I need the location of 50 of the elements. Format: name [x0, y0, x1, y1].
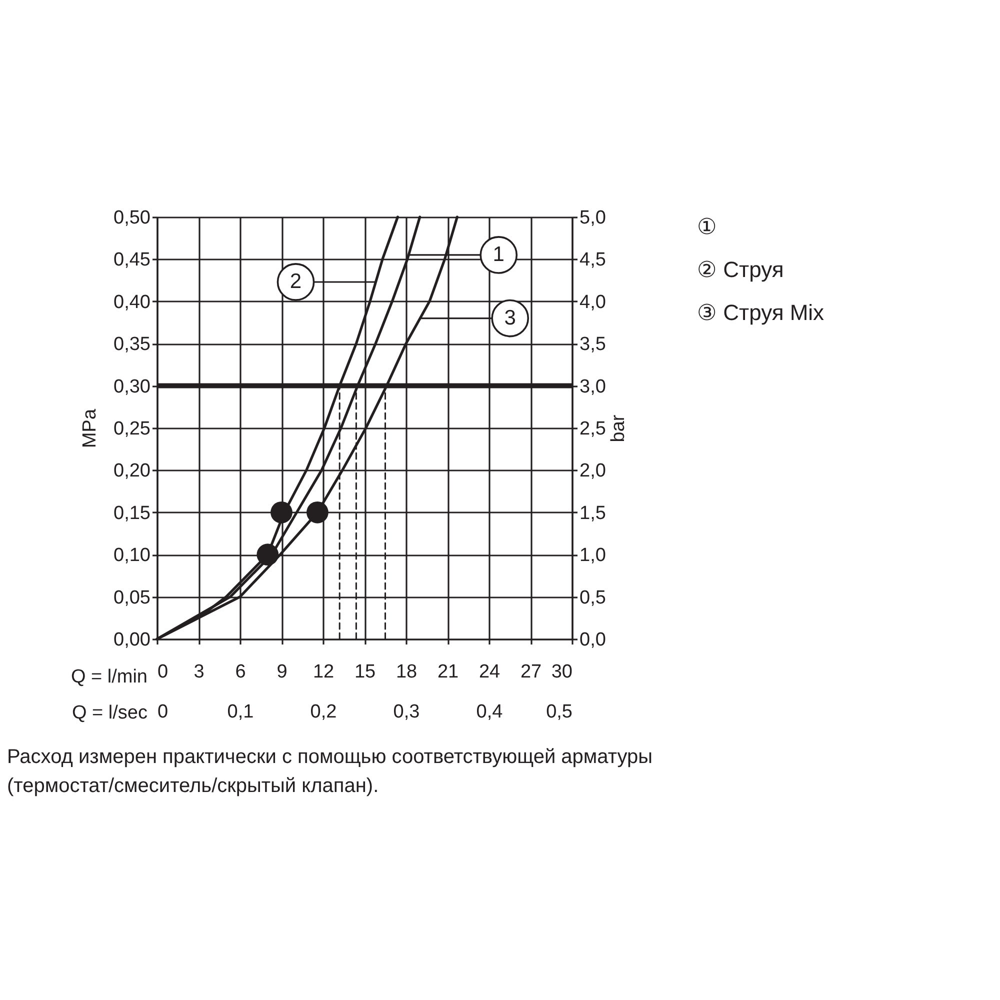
x-axis-title: Q = l/min: [70, 666, 148, 688]
text: ② Струя: [697, 257, 784, 282]
y2-tick-label: 2,5: [580, 418, 606, 440]
y2-axis-title: bar: [608, 414, 629, 442]
annotation: 1: [492, 242, 504, 266]
x-tick-label: 18: [396, 662, 418, 682]
y2-tick-label: 0,5: [580, 587, 606, 608]
annotation: 2: [290, 270, 302, 293]
y-tick-label: 0,25: [114, 418, 150, 440]
x2-tick-label: 0,1: [227, 702, 254, 722]
y2-tick-label: 1,5: [580, 502, 606, 524]
y-tick-label: 0,05: [114, 587, 150, 608]
x2-tick-label: 0,3: [393, 702, 420, 722]
y2-tick-label: 1,0: [580, 545, 606, 566]
x-tick-label: 9: [276, 662, 288, 682]
x-tick-label: 6: [235, 662, 246, 682]
y2-tick-label: 0,0: [580, 630, 606, 650]
x2-tick-label: 0: [158, 702, 168, 722]
y2-tick-label: 2,0: [580, 460, 606, 482]
y-tick-label: 0,00: [114, 630, 150, 650]
y-tick-label: 0,35: [114, 334, 150, 356]
annotation: 3: [504, 306, 516, 330]
y-tick-label: 0,40: [114, 292, 150, 313]
x-tick-label: 27: [520, 662, 542, 682]
x-tick-label: 24: [478, 662, 500, 682]
y-tick-label: 0,10: [114, 545, 150, 566]
y2-tick-label: 5,0: [580, 208, 606, 228]
text: ③ Струя Mix: [697, 300, 824, 325]
y-tick-label: 0,45: [114, 250, 150, 271]
y-tick-label: 0,30: [114, 376, 150, 398]
x2-tick-label: 0,2: [310, 702, 337, 722]
x-tick-label: 12: [312, 662, 334, 682]
text: Расход измерен практически с помощью соответствующей арматуры (термостат/смеситель/скрытый клапан).: [7, 746, 653, 797]
x2-tick-label: 0,4: [476, 702, 504, 722]
y-tick-label: 0,20: [114, 460, 150, 482]
y-tick-label: 0,15: [114, 502, 150, 524]
x-tick-label: 0: [158, 662, 168, 682]
y-tick-label: 0,50: [114, 208, 150, 228]
y2-tick-label: 3,5: [580, 334, 606, 356]
x2-tick-label: 0,5: [546, 702, 572, 722]
x-tick-label: 15: [354, 662, 376, 682]
y2-tick-label: 4,5: [580, 250, 606, 271]
y2-tick-label: 4,0: [580, 292, 606, 313]
x-tick-label: 3: [194, 662, 204, 682]
text: ①: [697, 214, 717, 239]
y2-tick-label: 3,0: [580, 376, 606, 398]
x-tick-label: 30: [551, 662, 572, 682]
x2-axis-title: Q = l/sec: [72, 702, 148, 724]
y-axis-title: MPa: [80, 408, 101, 448]
x-tick-label: 21: [437, 662, 459, 682]
